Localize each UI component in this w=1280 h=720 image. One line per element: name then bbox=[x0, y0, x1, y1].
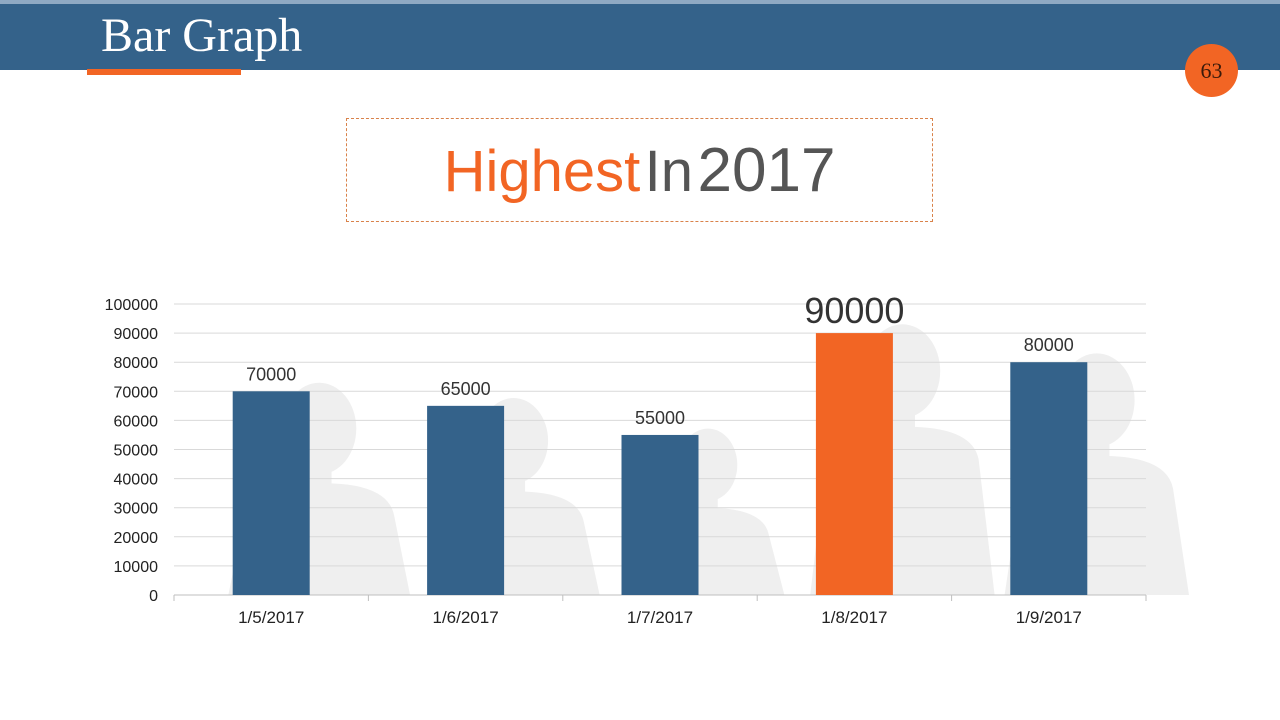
bar-data-label: 70000 bbox=[246, 364, 296, 384]
headline-highlight: Highest bbox=[443, 139, 641, 204]
bar-data-label: 55000 bbox=[635, 408, 685, 428]
headline-middle: In bbox=[644, 139, 694, 204]
headline-box: Highest In 2017 bbox=[346, 118, 933, 222]
headline-year: 2017 bbox=[697, 136, 836, 205]
bars-layer bbox=[232, 333, 1088, 595]
y-tick-label: 10000 bbox=[114, 559, 159, 576]
y-tick-label: 80000 bbox=[114, 355, 159, 372]
y-tick-label: 0 bbox=[149, 588, 158, 605]
x-category-label: 1/9/2017 bbox=[1016, 608, 1082, 627]
bar-data-label: 65000 bbox=[441, 379, 491, 399]
y-tick-label: 90000 bbox=[114, 326, 159, 343]
x-category-label: 1/6/2017 bbox=[433, 608, 499, 627]
top-accent-strip bbox=[0, 0, 1280, 4]
page-number-badge: 63 bbox=[1185, 44, 1238, 97]
bar bbox=[1010, 362, 1088, 595]
labels-layer: 0 10000 20000 30000 40000 50000 60000 70000 8000… bbox=[105, 290, 1082, 627]
y-tick-label: 50000 bbox=[114, 443, 159, 460]
x-category-label: 1/5/2017 bbox=[238, 608, 304, 627]
y-tick-label: 100000 bbox=[105, 297, 158, 314]
y-tick-label: 40000 bbox=[114, 472, 159, 489]
y-tick-label: 70000 bbox=[114, 384, 159, 401]
y-tick-label: 60000 bbox=[114, 413, 159, 430]
bar bbox=[232, 391, 310, 595]
header-bar bbox=[0, 4, 1280, 70]
x-category-label: 1/8/2017 bbox=[821, 608, 887, 627]
title-underline bbox=[87, 69, 241, 75]
slide-title: Bar Graph bbox=[101, 9, 303, 62]
y-tick-label: 20000 bbox=[114, 530, 159, 547]
bar-data-label: 90000 bbox=[804, 290, 904, 331]
x-category-label: 1/7/2017 bbox=[627, 608, 693, 627]
bar bbox=[621, 434, 699, 595]
bar bbox=[815, 333, 893, 595]
y-tick-label: 30000 bbox=[114, 501, 159, 518]
bar bbox=[427, 405, 505, 595]
bar-data-label: 80000 bbox=[1024, 335, 1074, 355]
